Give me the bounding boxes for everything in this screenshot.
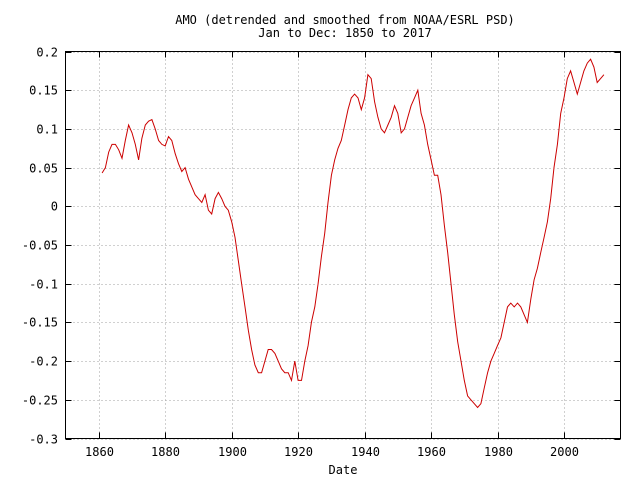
y-tick-label: -0.3 (29, 433, 58, 447)
y-tick-label: -0.15 (22, 316, 58, 330)
y-tick-label: -0.2 (29, 355, 58, 369)
x-axis-label: Date (329, 463, 358, 477)
y-tick-labels: 0.2 0.15 0.1 0.05 0 -0.05 -0.1 -0.15 -0.2 -0.25 -0… (22, 46, 58, 447)
y-tick-label: 0 (51, 200, 58, 214)
chart-title: AMO (detrended and smoothed from NOAA/ES… (175, 13, 515, 27)
series-line-amo (101, 58, 605, 409)
x-tick-label: 1860 (85, 445, 114, 459)
chart-subtitle: Jan to Dec: 1850 to 2017 (258, 26, 431, 40)
x-tick-label: 1960 (417, 445, 446, 459)
x-tick-label: 1940 (351, 445, 380, 459)
x-tick-label: 1880 (151, 445, 180, 459)
y-tick-label: -0.1 (29, 278, 58, 292)
y-tick-label: -0.25 (22, 394, 58, 408)
x-tick-label: 1920 (284, 445, 313, 459)
x-tick-label: 2000 (550, 445, 579, 459)
x-tick-labels: 1860 1880 1900 1920 1940 1960 1980 2000 (85, 445, 579, 459)
x-tick-label: 1980 (484, 445, 513, 459)
axis-ticks (65, 51, 621, 440)
y-tick-label: -0.05 (22, 239, 58, 253)
grid-lines (65, 51, 621, 440)
y-tick-label: 0.15 (29, 84, 58, 98)
y-tick-label: 0.1 (36, 123, 58, 137)
plot-frame (65, 51, 621, 439)
y-tick-label: 0.2 (36, 46, 58, 60)
x-tick-label: 1900 (218, 445, 247, 459)
y-tick-label: 0.05 (29, 162, 58, 176)
